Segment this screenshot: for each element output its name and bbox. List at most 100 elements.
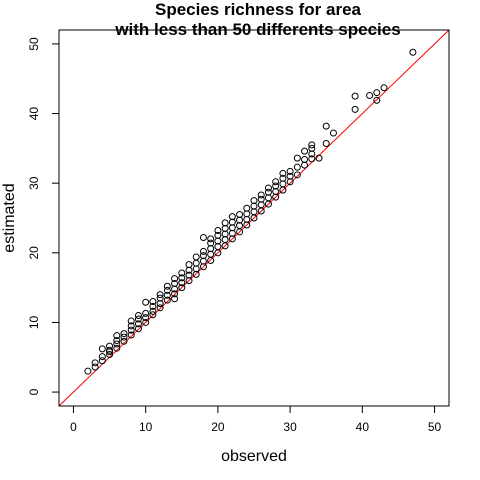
data-point (257, 191, 265, 199)
y-tick-label: 20 (27, 246, 41, 260)
data-point (264, 188, 272, 196)
data-point (113, 337, 121, 345)
y-tick-label: 40 (27, 107, 41, 121)
x-tick-label: 10 (139, 420, 153, 434)
data-point (315, 154, 323, 162)
data-point (214, 231, 222, 239)
data-point (98, 353, 106, 361)
data-point (207, 235, 215, 243)
data-point (351, 92, 359, 100)
data-point (380, 84, 388, 92)
data-point (113, 344, 121, 352)
data-point (264, 184, 272, 192)
data-point (279, 174, 287, 182)
data-point (163, 282, 171, 290)
data-point (120, 333, 128, 341)
data-point (127, 317, 135, 325)
data-point (134, 311, 142, 319)
y-tick-label: 30 (27, 176, 41, 190)
data-point (192, 253, 200, 261)
data-point (142, 318, 150, 326)
data-point (272, 182, 280, 190)
data-point (178, 279, 186, 287)
x-tick-label: 0 (70, 420, 77, 434)
data-point (127, 322, 135, 330)
data-point (301, 147, 309, 155)
data-point (329, 129, 337, 137)
data-point (293, 171, 301, 179)
x-tick-label: 40 (356, 420, 370, 434)
data-point (120, 337, 128, 345)
data-point (156, 291, 164, 299)
data-point (134, 315, 142, 323)
data-point (214, 227, 222, 235)
data-point (301, 156, 309, 164)
data-point (293, 154, 301, 162)
data-point (149, 311, 157, 319)
data-point (178, 269, 186, 277)
data-point (373, 96, 381, 104)
data-point (91, 363, 99, 371)
data-point (199, 247, 207, 255)
chart-title-line-1: Species richness for area (155, 0, 362, 19)
data-point (250, 197, 258, 205)
y-tick-label: 0 (27, 388, 41, 395)
data-point (409, 48, 417, 56)
y-tick-label: 10 (27, 315, 41, 329)
data-point (286, 167, 294, 175)
data-point (178, 284, 186, 292)
data-point (199, 252, 207, 260)
data-point (149, 307, 157, 315)
data-point (156, 304, 164, 312)
data-point (127, 326, 135, 334)
data-point (113, 340, 121, 348)
data-point (243, 204, 251, 212)
data-point (98, 345, 106, 353)
data-point (308, 144, 316, 152)
data-point (106, 348, 114, 356)
data-point (156, 294, 164, 302)
x-tick-label: 50 (428, 420, 442, 434)
data-point (293, 163, 301, 171)
data-point (257, 195, 265, 203)
data-point (171, 275, 179, 283)
data-point (163, 296, 171, 304)
data-point (91, 359, 99, 367)
data-point (120, 330, 128, 338)
data-point (178, 274, 186, 282)
x-axis: 0 10 20 30 40 50 (70, 405, 442, 434)
data-point (127, 331, 135, 339)
data-point (207, 239, 215, 247)
data-point (236, 211, 244, 219)
data-point (134, 320, 142, 328)
data-point (171, 290, 179, 298)
data-point (185, 271, 193, 279)
data-point (221, 219, 229, 227)
data-point (322, 122, 330, 130)
x-tick-label: 20 (211, 420, 225, 434)
data-point (308, 141, 316, 149)
data-point (308, 155, 316, 163)
data-point (149, 298, 157, 306)
data-point (171, 279, 179, 287)
data-point (286, 172, 294, 180)
data-point (199, 233, 207, 241)
data-point (322, 139, 330, 147)
data-point (113, 332, 121, 340)
data-point (149, 302, 157, 310)
x-tick-label: 30 (283, 420, 297, 434)
data-point (84, 367, 92, 375)
data-point (351, 105, 359, 113)
data-points (84, 48, 417, 375)
data-point (272, 178, 280, 186)
data-point (106, 350, 114, 358)
data-point (185, 261, 193, 269)
data-point (171, 295, 179, 303)
y-axis: 0 10 20 30 40 50 (27, 37, 60, 395)
data-point (142, 314, 150, 322)
data-point (228, 213, 236, 221)
data-point (163, 291, 171, 299)
data-point (163, 286, 171, 294)
y-axis-label: estimated (1, 183, 18, 252)
data-point (366, 91, 374, 99)
